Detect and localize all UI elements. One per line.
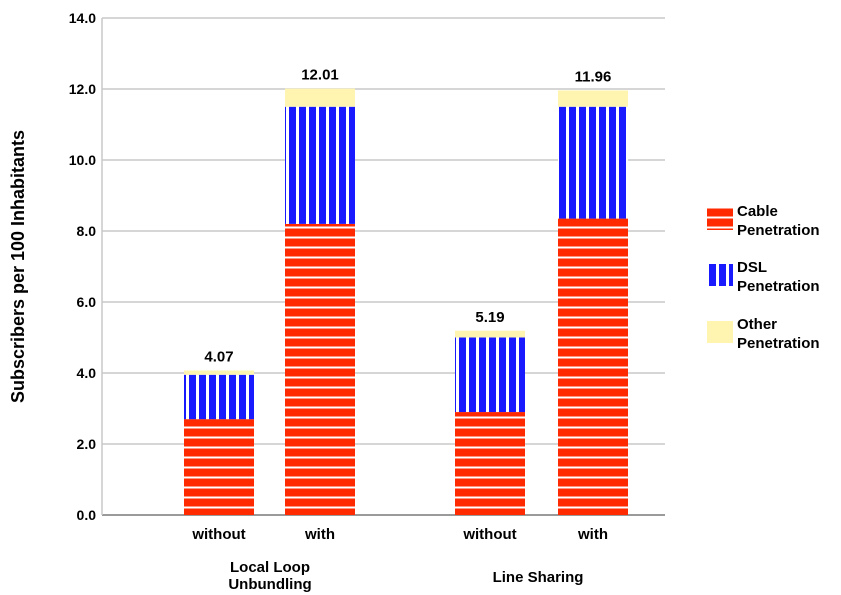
legend: Cable Penetration DSL Penetration Other Penet… [707,203,820,352]
y-tick-label: 10.0 [69,152,96,168]
legend-item-cable: Cable Penetration [707,203,820,239]
x-axis: without with without with Local Loop Unbundli… [191,526,608,593]
legend-item-dsl: DSL Penetration [707,259,820,295]
bar-segment-dsl [184,374,254,420]
bar-segment-cable [558,218,628,515]
y-tick-label: 6.0 [77,294,97,310]
y-axis-title: Subscribers per 100 Inhabitants [8,130,28,403]
y-tick-label: 14.0 [69,10,96,26]
legend-swatch [707,321,733,343]
bar-stack: 4.07 [184,349,254,515]
y-tick-label: 8.0 [77,223,97,239]
bar-segment-cable [455,412,525,515]
y-tick-label: 2.0 [77,436,97,452]
bar-total-label: 11.96 [575,68,612,85]
bar-total-label: 4.07 [204,349,233,366]
x-category-label: without [462,526,516,543]
y-tick-label: 0.0 [77,507,97,523]
bar-stack: 12.01 [285,67,355,515]
bar-segment-dsl [558,106,628,219]
legend-item-other: Other Penetration [707,316,820,352]
legend-label: Other Penetration [737,316,820,352]
x-category-label: without [191,526,245,543]
bar-segment-other [285,88,355,107]
group-label: Line Sharing [493,569,584,586]
bar-total-label: 12.01 [301,67,339,84]
bar-segment-other [558,90,628,107]
group-label: Local Loop Unbundling [228,559,311,593]
x-category-label: with [577,526,608,543]
legend-swatch [707,264,733,286]
bar-segment-cable [285,223,355,515]
legend-label: Cable Penetration [737,203,820,239]
bar-segment-dsl [455,337,525,413]
bar-stack: 11.96 [558,68,628,515]
y-tick-label: 12.0 [69,81,96,97]
bar-segment-dsl [285,106,355,224]
bar-stack: 5.19 [455,309,525,515]
bar-segment-other [455,330,525,338]
y-axis: 0.0 2.0 4.0 6.0 8.0 10.0 12.0 14.0 Subscribers p… [8,10,103,523]
bars: 4.07 12.01 5.19 11.96 [184,67,628,515]
x-category-label: with [304,526,335,543]
legend-label: DSL Penetration [737,259,820,295]
bar-segment-cable [184,419,254,515]
bar-total-label: 5.19 [475,309,504,326]
legend-swatch [707,208,733,230]
y-tick-label: 4.0 [77,365,97,381]
bar-segment-other [184,370,254,375]
